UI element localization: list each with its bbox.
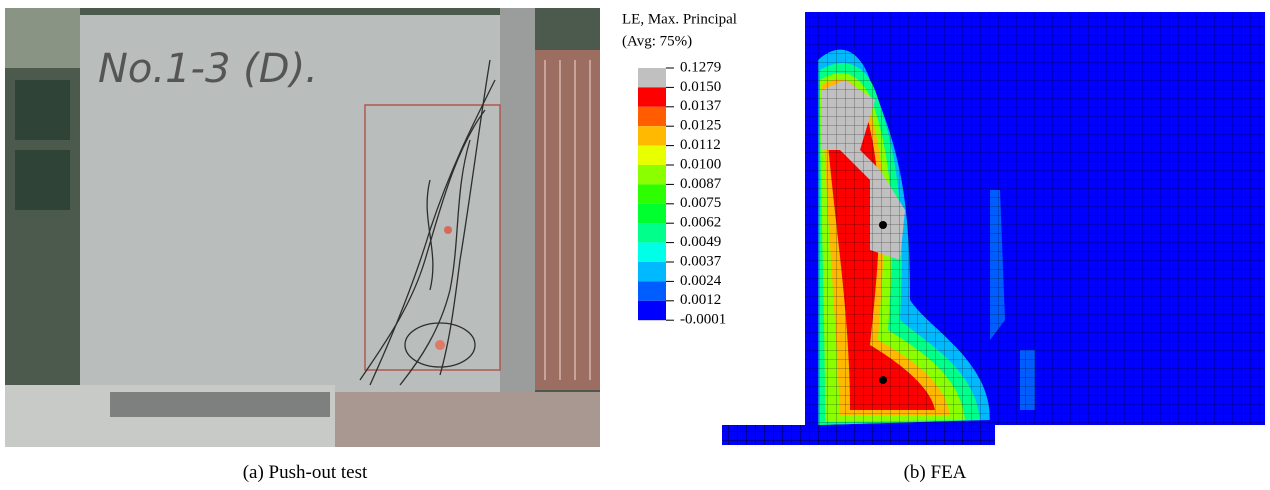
legend-title: LE, Max. Principal	[622, 11, 737, 27]
legend-subtitle: (Avg: 75%)	[622, 33, 692, 49]
legend-swatch	[638, 262, 666, 281]
legend-label: 0.0100	[680, 156, 721, 172]
legend-label: 0.0049	[680, 234, 721, 250]
legend-swatch	[638, 126, 666, 145]
legend-swatch	[638, 87, 666, 106]
photo: No.1-3 (D).	[5, 8, 600, 447]
legend-label: 0.0024	[680, 273, 722, 289]
legend-label: 0.0037	[680, 253, 722, 269]
legend-label: 0.0150	[680, 79, 721, 95]
legend-label: 0.0087	[680, 176, 722, 192]
handwriting: No.1-3 (D).	[98, 46, 318, 92]
legend-label: 0.0012	[680, 292, 721, 308]
legend-label: 0.0112	[680, 137, 721, 153]
legend-swatch	[638, 165, 666, 184]
legend-swatch	[638, 281, 666, 300]
legend-label: 0.1279	[680, 59, 721, 75]
legend-swatch	[638, 107, 666, 126]
caption: (b) FEA	[904, 462, 967, 483]
fea-contour	[722, 12, 1265, 445]
figure: No.1-3 (D). LE, Max. Principal (Avg: 75%…	[0, 0, 1270, 490]
legend-label: 0.0137	[680, 98, 722, 114]
legend-swatch	[638, 146, 666, 165]
caption: (a) Push-out test	[243, 462, 368, 483]
legend-swatch	[638, 184, 666, 203]
legend-swatch	[638, 301, 666, 320]
legend-label: 0.0062	[680, 215, 721, 231]
legend-swatch	[638, 68, 666, 87]
legend-label: 0.0125	[680, 118, 721, 134]
legend-swatch	[638, 204, 666, 223]
legend-label: 0.0075	[680, 195, 721, 211]
legend: LE, Max. Principal (Avg: 75%) 0.1279 0.01…	[622, 11, 737, 327]
legend-swatch	[638, 223, 666, 242]
legend-swatch	[638, 243, 666, 262]
legend-label: -0.0001	[680, 312, 726, 328]
